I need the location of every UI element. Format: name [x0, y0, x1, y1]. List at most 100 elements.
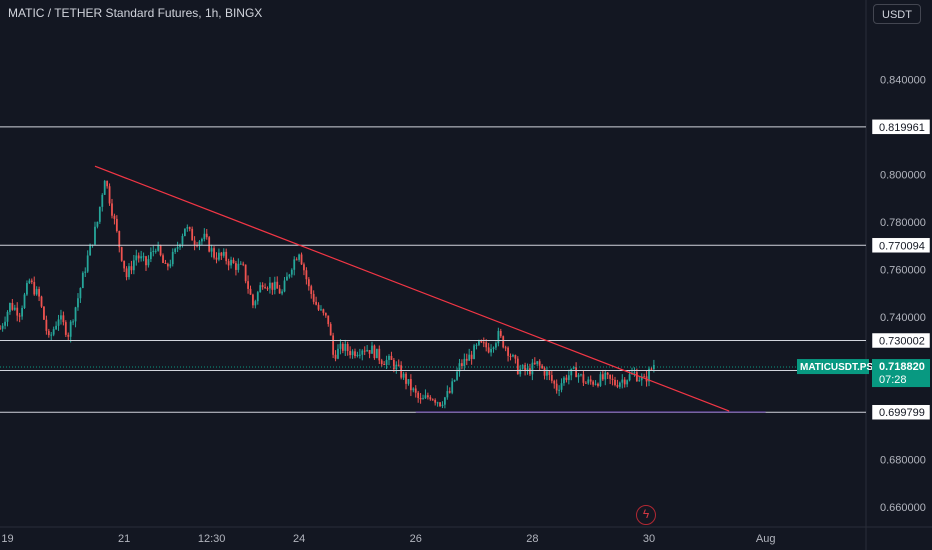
candle-body [84, 271, 87, 273]
candle-body [633, 372, 636, 374]
level-price-label-box [871, 237, 931, 254]
candle-body [57, 319, 60, 326]
candle-body [72, 321, 75, 323]
candle-body [159, 245, 162, 256]
candle-countdown: 07:28 [879, 374, 907, 386]
candle-body [4, 321, 6, 326]
candle-body [33, 282, 36, 295]
candle-body [480, 340, 483, 343]
level-price-label: 0.770094 [879, 240, 925, 252]
candle-body [638, 380, 641, 382]
candle-body [451, 381, 454, 393]
candle-body [183, 228, 186, 236]
candle-body [436, 402, 439, 404]
candle-body [179, 244, 181, 248]
candle-body [30, 280, 33, 283]
candle-body [570, 368, 573, 376]
candle-body [307, 279, 310, 287]
candle-body [405, 373, 407, 384]
level-price-label: 0.699799 [879, 407, 925, 419]
candle-body [16, 307, 19, 316]
candle-body [329, 324, 332, 336]
candle-body [205, 233, 208, 238]
candle-body [648, 368, 650, 382]
candle-body [162, 255, 164, 263]
candle-body [94, 226, 96, 245]
candle-body [482, 342, 485, 344]
symbol-tag-box [797, 359, 869, 375]
trendline[interactable] [94, 165, 730, 412]
currency-button[interactable]: USDT [873, 4, 921, 24]
candle-body [468, 354, 471, 361]
candle-body [640, 376, 643, 381]
candle-body [98, 206, 101, 222]
candle-body [264, 287, 266, 289]
candle-body [453, 379, 456, 382]
candle-body [290, 269, 293, 275]
candle-body [473, 345, 475, 359]
y-tick-label: 0.680000 [880, 454, 926, 466]
candle-body [181, 235, 184, 245]
candle-body [188, 227, 191, 229]
candle-body [210, 248, 213, 252]
candle-body [273, 281, 276, 290]
candle-body [623, 379, 626, 385]
candle-body [28, 280, 31, 284]
candle-body [237, 263, 240, 270]
candle-body [77, 298, 79, 308]
x-tick-label: 19 [1, 533, 13, 545]
candle-body [23, 294, 26, 308]
candle-body [244, 264, 247, 282]
candle-body [130, 266, 133, 271]
candle-body [478, 340, 480, 345]
candle-body [13, 307, 16, 310]
candle-body [485, 342, 488, 348]
candle-body [74, 307, 77, 322]
candle-body [614, 379, 616, 386]
candle-body [546, 371, 548, 376]
candle-body [261, 285, 264, 288]
candle-body [283, 280, 286, 292]
candle-body [278, 288, 281, 294]
candle-body [201, 239, 203, 242]
candle-body [341, 343, 344, 351]
candle-body [584, 382, 587, 384]
candle-body [422, 398, 424, 400]
candle-body [346, 343, 349, 352]
candle-body [504, 347, 507, 349]
candle-body [487, 347, 490, 353]
candle-body [125, 268, 128, 278]
candle-body [597, 383, 599, 386]
candle-body [312, 294, 315, 302]
current-price-value: 0.718820 [879, 361, 925, 373]
candle-body [169, 264, 172, 267]
candle-body [55, 325, 57, 330]
candle-body [397, 364, 400, 366]
candle-body [499, 330, 502, 337]
candle-body [388, 355, 390, 360]
current-price-box [872, 359, 930, 388]
candle-body [548, 371, 551, 376]
candle-body [303, 264, 305, 271]
candle-body [412, 388, 415, 391]
candle-body [89, 244, 92, 256]
x-tick-label: 30 [643, 533, 655, 545]
candle-body [339, 343, 342, 349]
candle-body [536, 361, 539, 364]
candle-body [266, 288, 269, 290]
candle-body [300, 254, 303, 265]
candle-body [531, 362, 534, 375]
candle-body [332, 335, 335, 355]
candle-body [553, 380, 556, 384]
y-tick-label: 0.660000 [880, 502, 926, 514]
candle-body [166, 263, 169, 267]
lightning-clock-icon[interactable]: ϟ [636, 505, 656, 525]
candle-body [448, 391, 451, 393]
candle-body [601, 374, 604, 380]
candle-body [558, 389, 561, 391]
symbol-tag: MATICUSDT.PS [800, 362, 873, 373]
candle-body [444, 397, 446, 405]
candle-body [324, 312, 327, 316]
